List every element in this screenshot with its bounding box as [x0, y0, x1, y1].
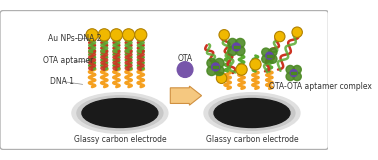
- Circle shape: [215, 58, 224, 68]
- Circle shape: [293, 72, 301, 81]
- Circle shape: [274, 31, 285, 42]
- Circle shape: [293, 65, 301, 74]
- Circle shape: [262, 55, 270, 63]
- Text: Glassy carbon electrode: Glassy carbon electrode: [74, 135, 166, 144]
- Ellipse shape: [77, 96, 163, 130]
- Circle shape: [110, 29, 122, 41]
- Circle shape: [228, 38, 237, 48]
- Circle shape: [269, 48, 277, 56]
- FancyBboxPatch shape: [0, 11, 328, 149]
- Circle shape: [290, 70, 297, 76]
- Circle shape: [236, 64, 247, 75]
- Circle shape: [262, 48, 270, 56]
- Circle shape: [207, 66, 216, 76]
- Text: OTA-OTA aptamer complex: OTA-OTA aptamer complex: [270, 82, 372, 92]
- Circle shape: [235, 46, 245, 56]
- Circle shape: [286, 72, 294, 81]
- Circle shape: [207, 58, 216, 68]
- Text: OTA aptamer: OTA aptamer: [43, 56, 94, 65]
- Circle shape: [286, 65, 294, 74]
- Circle shape: [122, 29, 135, 41]
- Circle shape: [212, 63, 219, 71]
- FancyArrow shape: [170, 86, 201, 105]
- Circle shape: [216, 73, 227, 84]
- Circle shape: [266, 52, 273, 59]
- Circle shape: [177, 62, 193, 77]
- Circle shape: [269, 55, 277, 63]
- Ellipse shape: [204, 93, 300, 133]
- Circle shape: [215, 66, 224, 76]
- Ellipse shape: [72, 93, 168, 133]
- Circle shape: [250, 59, 261, 70]
- Text: OTA: OTA: [178, 54, 193, 63]
- Circle shape: [135, 29, 147, 41]
- Ellipse shape: [82, 99, 158, 128]
- Text: Glassy carbon electrode: Glassy carbon electrode: [206, 135, 298, 144]
- Circle shape: [292, 27, 302, 37]
- Circle shape: [235, 38, 245, 48]
- Ellipse shape: [214, 99, 290, 128]
- Circle shape: [86, 29, 98, 41]
- Text: DNA 1: DNA 1: [50, 77, 74, 86]
- Circle shape: [98, 29, 110, 41]
- Circle shape: [219, 30, 229, 40]
- Circle shape: [228, 46, 237, 56]
- Ellipse shape: [209, 96, 295, 130]
- Text: Au NPs-DNA 2: Au NPs-DNA 2: [48, 34, 101, 43]
- Circle shape: [232, 43, 240, 51]
